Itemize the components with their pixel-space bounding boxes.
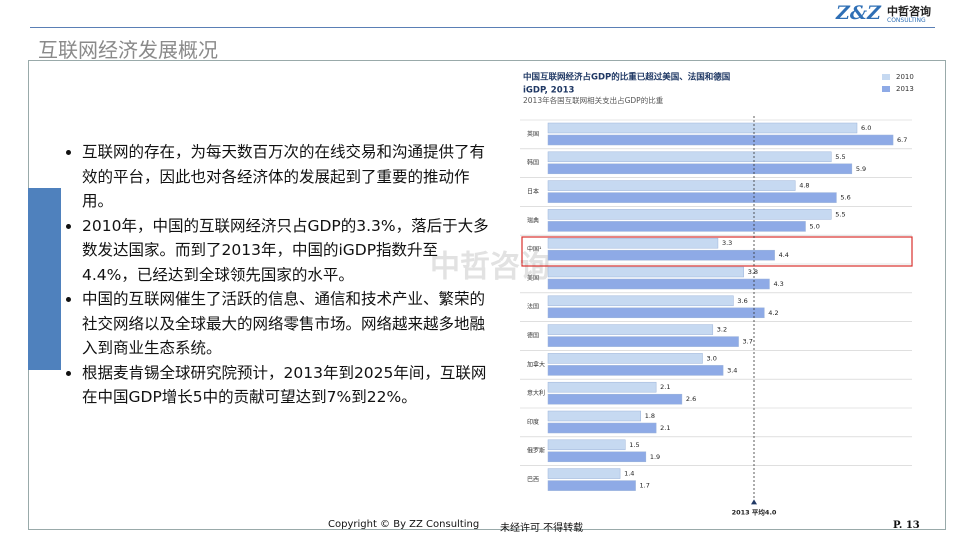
category-label: 韩国: [527, 159, 539, 167]
value-label: 3.7: [743, 338, 753, 346]
value-label: 3.6: [737, 297, 747, 305]
bullet: 2010年，中国的互联网经济只占GDP的3.3%，落后于大多数发达国家。而到了2…: [82, 214, 492, 288]
bar: [547, 134, 894, 146]
value-label: 1.8: [645, 412, 655, 420]
category-label: 法国: [527, 303, 539, 311]
value-label: 1.7: [640, 482, 650, 490]
value-label: 5.5: [835, 153, 845, 161]
category-label: 英国: [527, 130, 539, 138]
logo-en: CONSULTING: [887, 17, 926, 24]
bar: [547, 122, 858, 134]
accent-bar: [28, 188, 61, 370]
legend-swatch: [882, 86, 890, 92]
bar: [547, 237, 719, 249]
value-label: 5.6: [840, 194, 850, 202]
top-rule: [30, 27, 935, 28]
value-label: 2.1: [660, 383, 670, 391]
chart-subtitle: iGDP, 2013: [523, 86, 575, 96]
value-label: 4.4: [779, 251, 789, 259]
bar: [547, 307, 765, 319]
value-label: 6.0: [861, 124, 871, 132]
value-label: 4.3: [773, 280, 783, 288]
page-number: P. 13: [893, 520, 920, 531]
bar: [547, 192, 837, 203]
watermark: 中哲咨询: [430, 250, 550, 285]
bullet: 互联网的存在，为每天数百万次的在线交易和沟通提供了有效的平台，因此也对各经济体的…: [82, 140, 492, 214]
bar: [547, 480, 636, 491]
page-title: 互联网经济发展概况: [38, 38, 218, 62]
bar: [547, 295, 734, 307]
value-label: 5.5: [835, 210, 845, 218]
value-label: 2.6: [686, 395, 696, 403]
category-label: 美国: [527, 274, 539, 282]
bar: [547, 365, 724, 376]
chart-title: 中国互联网经济占GDP的比重已超过美国、法国和德国: [523, 72, 730, 83]
bar: [547, 410, 641, 422]
category-label: 瑞典: [527, 216, 539, 224]
category-label: 德国: [527, 332, 539, 340]
bar: [547, 221, 806, 232]
bar: [547, 381, 657, 393]
reference-arrow: [751, 499, 757, 505]
bar: [547, 393, 683, 405]
legend-swatch: [882, 74, 890, 80]
bar: [547, 439, 626, 451]
bullet: 中国的互联网催生了活跃的信息、通信和技术产业、繁荣的社交网络以及全球最大的网络零…: [82, 287, 492, 361]
bar: [547, 422, 657, 434]
value-label: 3.8: [748, 268, 758, 276]
bar: [547, 336, 739, 347]
category-label: 俄罗斯: [527, 447, 545, 455]
category-label: 中国¹: [527, 245, 542, 253]
value-label: 3.2: [717, 326, 727, 334]
value-label: 5.9: [856, 165, 866, 173]
value-label: 3.4: [727, 366, 737, 374]
bar: [547, 353, 703, 364]
bar: [547, 278, 770, 290]
value-label: 1.4: [624, 470, 634, 478]
value-label: 6.7: [897, 136, 907, 144]
bar: [547, 249, 775, 261]
value-label: 2.1: [660, 424, 670, 432]
bar: [547, 324, 714, 335]
highlight-box: [521, 236, 913, 267]
category-label: 日本: [527, 188, 539, 196]
legend-label: 2010: [896, 73, 914, 81]
value-label: 5.0: [810, 222, 820, 230]
chart-caption: 2013年各国互联网相关支出占GDP的比重: [523, 95, 664, 105]
bar: [547, 163, 853, 175]
bar: [547, 451, 647, 463]
category-label: 巴西: [527, 477, 539, 484]
category-label: 印度: [527, 418, 539, 426]
value-label: 1.9: [650, 453, 660, 461]
bullet-list: 互联网的存在，为每天数百万次的在线交易和沟通提供了有效的平台，因此也对各经济体的…: [62, 140, 492, 410]
category-label: 意大利: [527, 389, 545, 397]
bar: [547, 266, 744, 278]
logo-cn: 中哲咨询: [887, 5, 931, 18]
copyright: Copyright © By ZZ Consulting: [328, 519, 480, 530]
value-label: 4.2: [768, 309, 778, 317]
bar: [547, 468, 621, 479]
notice: 未经许可 不得转载: [500, 523, 584, 534]
value-label: 3.3: [722, 239, 732, 247]
bar: [547, 209, 832, 220]
category-label: 加拿大: [527, 360, 545, 368]
value-label: 4.8: [799, 182, 809, 190]
legend-label: 2013: [896, 85, 914, 93]
bar: [547, 151, 832, 163]
logo: Z&Z: [836, 2, 881, 24]
reference-label: 2013 平均4.0: [732, 507, 777, 516]
value-label: 1.5: [629, 441, 639, 449]
bullet: 根据麦肯锡全球研究院预计，2013年到2025年间，互联网在中国GDP增长5中的…: [82, 361, 492, 410]
bar: [547, 180, 796, 191]
value-label: 3.0: [707, 354, 717, 362]
